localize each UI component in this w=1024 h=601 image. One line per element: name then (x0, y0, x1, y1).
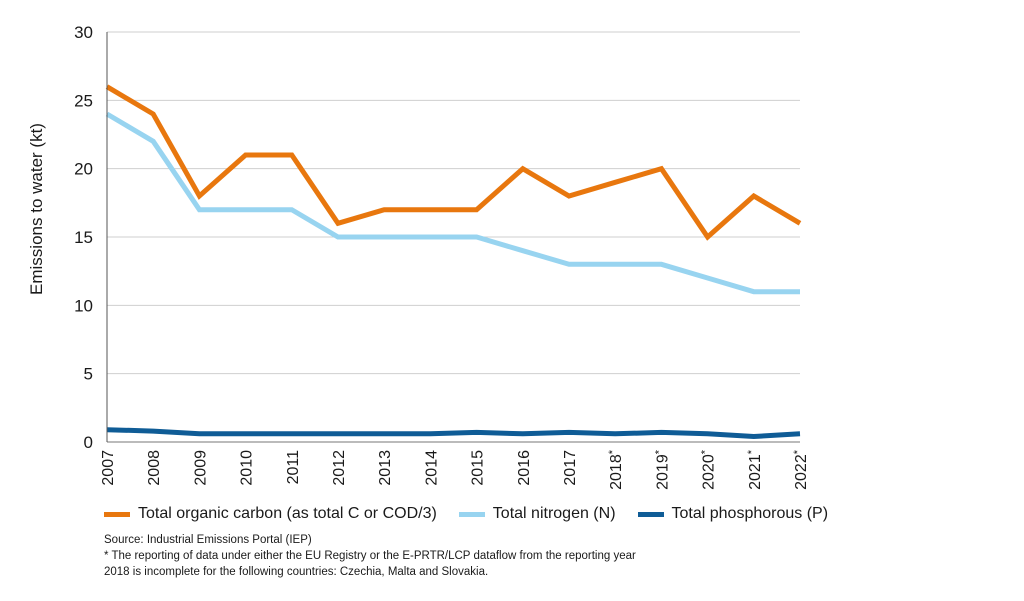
source-note: Source: Industrial Emissions Portal (IEP… (104, 534, 312, 546)
chart-notes: Source: Industrial Emissions Portal (IEP… (104, 532, 636, 580)
legend-swatch-nitrogen (458, 511, 485, 517)
x-tick-label: 2011 (285, 450, 302, 485)
y-tick-label: 25 (74, 91, 93, 110)
x-tick-label: 2019* (653, 449, 671, 490)
x-tick-label: 2009 (192, 450, 209, 486)
x-tick-label: 2008 (146, 450, 163, 486)
legend-item-carbon: Total organic carbon (as total C or COD/… (104, 505, 437, 523)
series-line-0 (105, 84, 802, 241)
y-tick-label: 15 (74, 228, 93, 247)
y-axis-ticks: 0 5 10 15 20 25 30 (74, 23, 93, 452)
footnote-line-2: 2018 is incomplete for the following cou… (104, 566, 489, 578)
legend-item-phosphorous: Total phosphorous (P) (637, 505, 829, 523)
y-tick-label: 10 (74, 296, 93, 315)
y-axis-label: Emissions to water (kt) (27, 123, 46, 295)
x-tick-label: 2012 (331, 450, 348, 486)
x-tick-label: 2010 (239, 450, 256, 486)
x-tick-label: 2017 (562, 450, 579, 486)
y-tick-label: 5 (84, 365, 93, 384)
series-line-2 (106, 427, 801, 440)
x-tick-label: 2013 (377, 450, 394, 486)
legend-label-carbon: Total organic carbon (as total C or COD/… (138, 505, 437, 522)
x-tick-label: 2015 (470, 450, 487, 486)
legend: Total organic carbon (as total C or COD/… (104, 505, 850, 523)
legend-swatch-phosphorous (637, 511, 664, 517)
legend-item-nitrogen: Total nitrogen (N) (458, 505, 616, 523)
x-axis-ticks: 2007 2008 2009 2010 2011 2012 2013 2014 2015 2016… (100, 449, 810, 490)
x-tick-label: 2022* (792, 449, 810, 490)
legend-label-nitrogen: Total nitrogen (N) (492, 505, 616, 522)
y-tick-label: 30 (74, 23, 93, 42)
series-lines (105, 84, 802, 440)
x-tick-label: 2014 (423, 450, 440, 486)
series-line-1 (105, 111, 800, 295)
legend-swatch-carbon (104, 511, 130, 517)
x-tick-label: 2016 (516, 450, 533, 486)
x-tick-label: 2007 (100, 450, 117, 486)
line-chart: 0 5 10 15 20 25 30 2007 2008 2009 2010 2011 2012 201… (27, 23, 810, 490)
x-tick-label: 2021* (746, 449, 764, 490)
y-tick-label: 20 (74, 160, 93, 179)
y-tick-label: 0 (84, 433, 93, 452)
gridlines (107, 31, 800, 443)
footnote-line-1: * The reporting of data under either the… (104, 550, 636, 562)
x-tick-label: 2018* (607, 449, 625, 490)
legend-label-phosphorous: Total phosphorous (P) (671, 505, 829, 522)
x-tick-label: 2020* (700, 449, 718, 490)
